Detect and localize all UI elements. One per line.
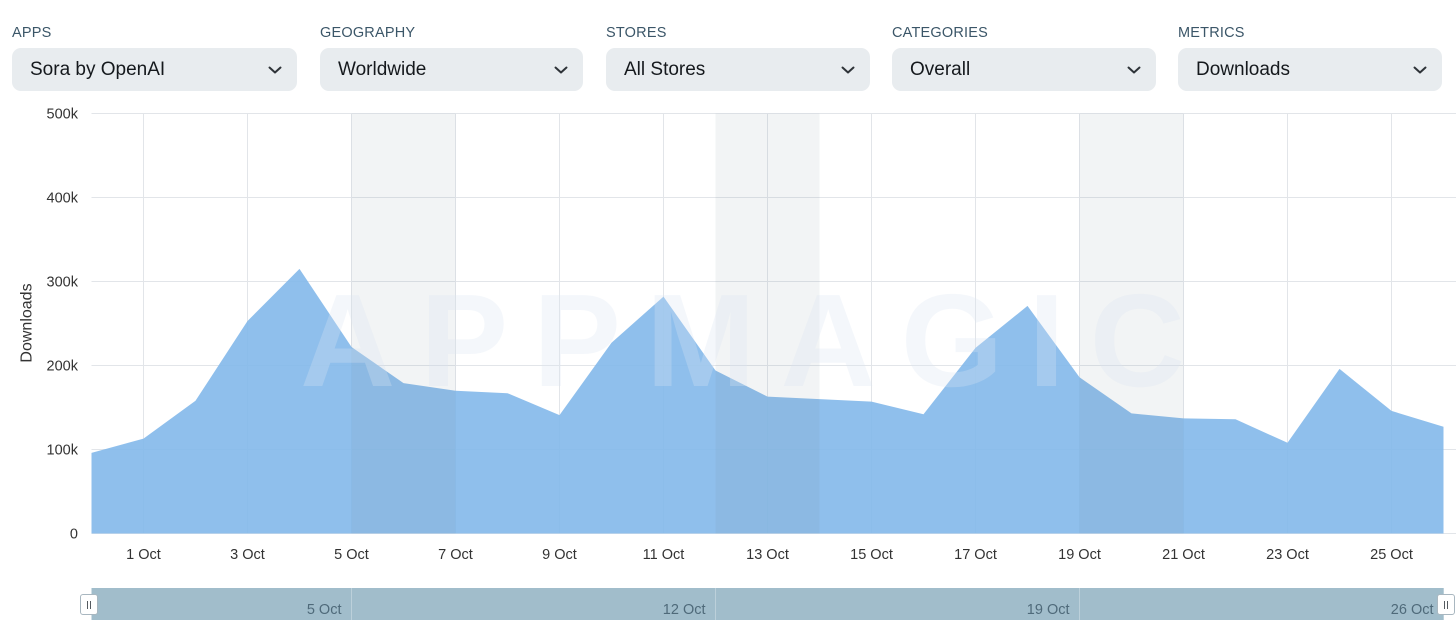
x-tick-label: 5 Oct <box>334 547 369 563</box>
data-point <box>1388 407 1396 415</box>
y-tick-label: 300k <box>47 275 79 291</box>
categories-filter: CATEGORIES Overall <box>892 0 1156 95</box>
x-tick-label: 25 Oct <box>1370 547 1413 563</box>
stores-filter: STORES All Stores <box>606 0 870 95</box>
data-point <box>816 395 824 403</box>
data-point <box>1440 423 1448 431</box>
apps-filter: APPS Sora by OpenAI <box>12 0 297 95</box>
data-point <box>556 411 564 419</box>
data-point <box>712 367 720 375</box>
y-axis-title: Downloads <box>19 283 36 362</box>
highlight-band <box>351 113 456 534</box>
y-tick-label: 400k <box>47 191 79 207</box>
navigator-left-handle[interactable] <box>80 594 98 615</box>
chevron-down-icon <box>1127 66 1141 74</box>
apps-filter-label: APPS <box>12 25 52 41</box>
data-point <box>1180 414 1188 422</box>
categories-dropdown-value: Overall <box>910 59 971 80</box>
y-axis: 0 100k 200k 300k 400k 500k <box>47 107 79 543</box>
data-point <box>608 339 616 347</box>
y-tick-label: 500k <box>47 107 79 123</box>
stores-dropdown[interactable]: All Stores <box>606 48 870 91</box>
data-point <box>868 398 876 406</box>
metrics-filter: METRICS Downloads <box>1178 0 1442 95</box>
data-point <box>140 435 148 443</box>
data-point <box>660 293 668 301</box>
stores-dropdown-value: All Stores <box>624 59 706 80</box>
data-point <box>88 449 96 457</box>
data-point <box>972 344 980 352</box>
appmagic-watermark: APPMAGIC <box>300 267 1185 414</box>
grip-icon <box>1444 601 1448 609</box>
highlight-band <box>715 113 820 534</box>
data-point <box>1076 373 1084 381</box>
navigator-right-handle[interactable] <box>1437 594 1455 615</box>
geography-dropdown-value: Worldwide <box>338 59 427 80</box>
x-tick-label: 17 Oct <box>954 547 997 563</box>
data-point <box>348 343 356 351</box>
data-point <box>296 265 304 273</box>
navigator-date-label: 5 Oct <box>307 602 342 618</box>
navigator-date-label: 12 Oct <box>663 602 706 618</box>
chevron-down-icon <box>841 66 855 74</box>
series-area <box>91 268 1444 534</box>
categories-dropdown[interactable]: Overall <box>892 48 1156 91</box>
apps-dropdown-value: Sora by OpenAI <box>30 59 166 80</box>
grip-icon <box>87 601 91 609</box>
data-point <box>192 397 200 405</box>
chevron-down-icon <box>554 66 568 74</box>
chevron-down-icon <box>1413 66 1427 74</box>
data-point <box>1024 302 1032 310</box>
navigator-date-label: 26 Oct <box>1391 602 1434 618</box>
y-tick-label: 200k <box>47 359 79 375</box>
metrics-dropdown[interactable]: Downloads <box>1178 48 1442 91</box>
metrics-dropdown-value: Downloads <box>1196 59 1290 80</box>
x-tick-label: 15 Oct <box>850 547 893 563</box>
apps-dropdown[interactable]: Sora by OpenAI <box>12 48 297 91</box>
chevron-down-icon <box>268 66 282 74</box>
highlight-bands <box>351 113 1184 534</box>
data-point <box>1284 439 1292 447</box>
x-axis: 1 Oct 3 Oct 5 Oct 7 Oct 9 Oct 11 Oct 13 Oct 15 … <box>126 547 1413 563</box>
data-point <box>504 389 512 397</box>
data-point <box>920 410 928 418</box>
data-point <box>400 379 408 387</box>
x-tick-label: 21 Oct <box>1162 547 1205 563</box>
highlight-band <box>1079 113 1184 534</box>
x-tick-label: 1 Oct <box>126 547 161 563</box>
range-navigator: 5 Oct 12 Oct 19 Oct 26 Oct <box>91 588 1444 620</box>
area-series <box>91 268 1444 534</box>
data-point <box>1128 409 1136 417</box>
data-point <box>764 393 772 401</box>
x-tick-label: 23 Oct <box>1266 547 1309 563</box>
metrics-filter-label: METRICS <box>1178 25 1245 41</box>
data-point <box>1336 365 1344 373</box>
x-tick-label: 11 Oct <box>643 547 685 563</box>
x-tick-label: 9 Oct <box>542 547 577 563</box>
data-point <box>452 387 460 395</box>
y-tick-label: 0 <box>70 527 78 543</box>
navigator-selection[interactable] <box>91 588 1444 620</box>
navigator-date-label: 19 Oct <box>1027 602 1070 618</box>
geography-filter-label: GEOGRAPHY <box>320 25 416 41</box>
x-tick-label: 19 Oct <box>1058 547 1101 563</box>
x-tick-label: 13 Oct <box>746 547 789 563</box>
x-tick-label: 3 Oct <box>230 547 265 563</box>
y-tick-label: 100k <box>47 443 79 459</box>
geography-dropdown[interactable]: Worldwide <box>320 48 583 91</box>
x-tick-label: 7 Oct <box>438 547 473 563</box>
stores-filter-label: STORES <box>606 25 667 41</box>
geography-filter: GEOGRAPHY Worldwide <box>320 0 583 95</box>
data-point <box>244 317 252 325</box>
categories-filter-label: CATEGORIES <box>892 25 988 41</box>
data-point <box>1232 415 1240 423</box>
